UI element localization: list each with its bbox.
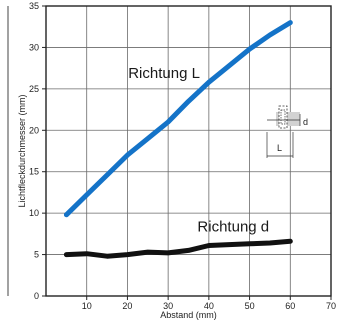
x-tick-label: 10 [82,301,92,311]
plot-area [46,6,331,296]
series-line-1 [63,238,293,259]
x-tick-label: 50 [245,301,255,311]
sensor-spot-diagram: d L [266,105,308,158]
x-tick-label: 60 [285,301,295,311]
x-tick-label: 70 [326,301,336,311]
axes [45,5,332,297]
spot-outline [278,105,288,129]
y-tick-label: 0 [34,291,39,301]
y-tick-label: 5 [34,250,39,260]
dimension-label-d: d [303,117,308,127]
y-axis-ticks: 0 5 10 15 20 25 30 35 [29,1,46,301]
x-tick-label: 20 [122,301,132,311]
spot-inner-outline [280,109,286,125]
y-tick-label: 20 [29,125,39,135]
x-tick-label: 30 [163,301,173,311]
y-tick-label: 25 [29,84,39,94]
series-line-0 [63,20,293,218]
series-group [63,20,293,259]
series-label-richtung-d: Richtung d [197,218,269,235]
y-tick-label: 35 [29,1,39,11]
x-axis-ticks: 10 20 30 40 50 60 70 [82,296,336,311]
plot-frame [45,5,332,297]
x-tick-label: 40 [204,301,214,311]
y-tick-label: 30 [29,42,39,52]
y-axis-label: Lichtfleckdurchmesser (mm) [17,94,27,207]
x-axis-label: Abstand (mm) [160,310,217,320]
y-tick-label: 10 [29,208,39,218]
dimension-label-l: L [277,143,282,153]
y-tick-label: 15 [29,167,39,177]
series-label-richtung-l: Richtung L [128,65,200,82]
